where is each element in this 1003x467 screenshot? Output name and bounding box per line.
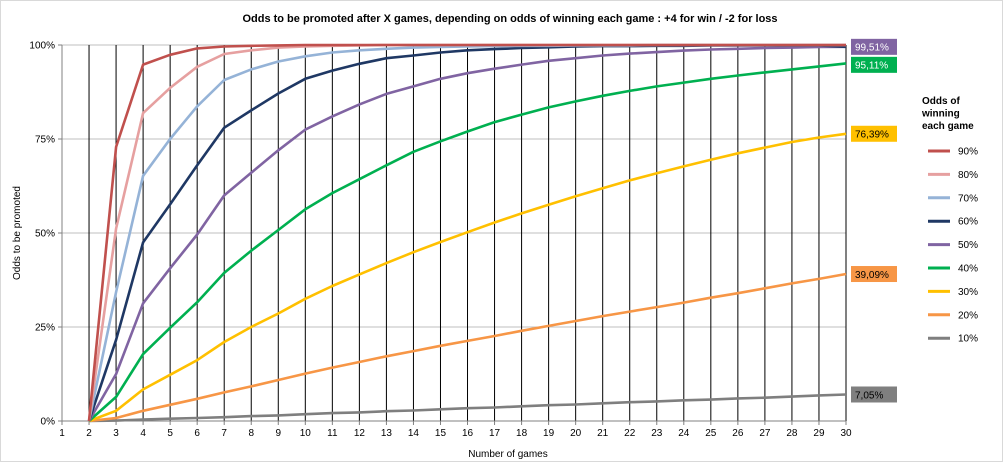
legend-label: 80% [958,170,978,181]
data-label-text: 99,51% [855,43,889,54]
x-tick-label: 5 [167,428,173,439]
x-tick-label: 12 [354,428,366,439]
chart-title: Odds to be promoted after X games, depen… [242,13,777,25]
data-label-box [851,125,897,142]
x-tick-label: 10 [300,428,312,439]
x-tick-label: 18 [516,428,528,439]
x-tick-label: 8 [248,428,254,439]
x-tick-label: 26 [732,428,744,439]
data-label-box [851,56,897,73]
x-tick-label: 13 [381,428,393,439]
series-line-10pct [88,393,847,423]
x-tick-label: 4 [140,428,146,439]
x-tick-label: 9 [275,428,281,439]
x-tick-label: 7 [221,428,227,439]
x-tick-label: 17 [489,428,501,439]
x-tick-label: 6 [194,428,200,439]
x-tick-label: 27 [759,428,771,439]
series-line-50pct [87,45,847,422]
x-tick-label: 15 [435,428,447,439]
y-tick-label: 100% [29,41,55,52]
series-line-20pct [88,272,847,423]
legend-title-line: winning [921,109,960,120]
series-line-40pct [88,62,847,422]
y-tick-label: 0% [41,417,56,428]
x-tick-label: 24 [678,428,690,439]
x-tick-label: 28 [786,428,798,439]
data-label-text: 95,11% [855,61,888,72]
x-tick-label: 19 [543,428,555,439]
data-label-box [851,266,897,283]
legend-label: 20% [958,310,978,321]
data-label-box [851,38,897,55]
series-lines [87,43,847,423]
legend-label: 50% [958,240,978,251]
x-tick-label: 20 [570,428,582,439]
x-tick-label: 25 [705,428,717,439]
x-tick-label: 16 [462,428,474,439]
x-tick-label: 14 [408,428,420,439]
legend-title-line: each game [922,121,974,132]
legend-label: 60% [958,217,978,228]
x-tick-label: 23 [651,428,663,439]
x-tick-label: 22 [624,428,636,439]
y-tick-label: 75% [35,135,55,146]
x-tick-label: 29 [813,428,825,439]
x-axis-label: Number of games [468,449,547,460]
legend-label: 10% [958,334,978,345]
x-tick-label: 21 [597,428,609,439]
y-axis-label: Odds to be promoted [12,186,23,280]
axes: 0%25%50%75%100%1 2 3 4 5 6 7 8 9 10 11 12 13 14 15 16 17… [29,41,852,440]
y-tick-label: 50% [35,229,55,240]
x-tick-label: 30 [840,428,852,439]
data-label-text: 39,09% [855,270,889,281]
legend-title-line: Odds of [922,96,960,107]
data-labels: 99,51% 95,11% 76,39% 39,09% 7,05% [851,38,897,403]
x-tick-label: 3 [113,428,119,439]
legend-label: 40% [958,264,978,275]
x-tick-label: 11 [327,428,338,439]
series-line-30pct [88,132,847,423]
y-tick-label: 25% [35,323,55,334]
data-label-box [851,386,897,403]
legend-label: 30% [958,287,978,298]
x-tick-label: 1 [59,428,65,439]
data-label-text: 76,39% [855,130,889,141]
x-tick-label: 2 [86,428,92,439]
data-label-text: 7,05% [855,390,883,401]
legend-label: 90% [958,147,978,158]
legend-label: 70% [958,193,978,204]
series-line-90pct [87,43,846,422]
